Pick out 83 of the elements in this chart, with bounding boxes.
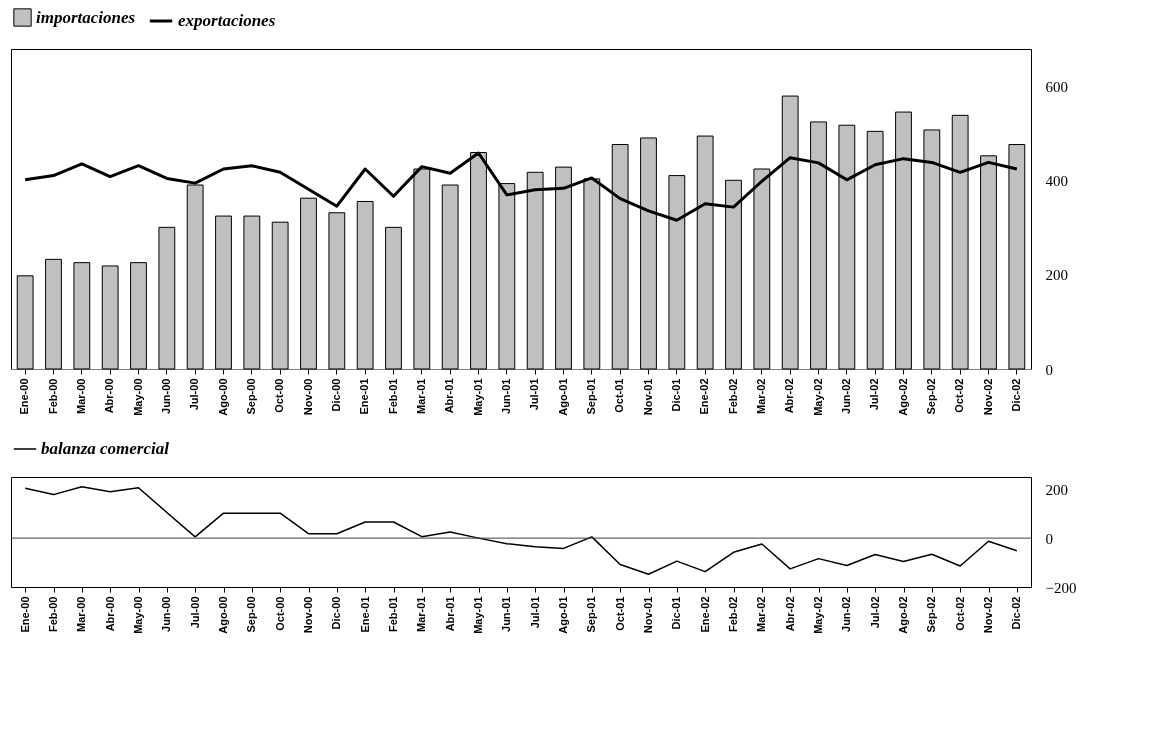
x-tick-label: Mar-02 — [755, 596, 768, 632]
x-tick-label: May-00 — [131, 378, 144, 416]
y-tick-label: −200 — [1045, 579, 1077, 596]
x-tick-label: Sep-00 — [244, 378, 257, 415]
x-tick-label: Nov-00 — [302, 596, 314, 634]
x-tick-label: Dic-01 — [670, 596, 683, 630]
x-tick-label: Jul-00 — [188, 596, 201, 629]
x-tick-label: Dic-00 — [329, 378, 342, 412]
legend-label: balanza comercial — [41, 439, 170, 458]
x-tick-label: Abr-02 — [783, 378, 796, 414]
x-tick-label: Feb-02 — [726, 378, 739, 414]
x-tick-label: Ago-01 — [556, 378, 569, 416]
x-tick-label: Sep-02 — [925, 596, 938, 633]
legend-label: importaciones — [36, 7, 136, 27]
x-tick-label: Feb-01 — [386, 378, 399, 414]
legend-label: exportaciones — [178, 11, 276, 30]
x-tick-label: Jun-01 — [500, 596, 513, 632]
x-tick-label: Dic-02 — [1010, 596, 1023, 630]
y-tick-label: 0 — [1045, 361, 1053, 378]
x-tick-label: Ago-01 — [557, 596, 569, 634]
x-tick-label: May-02 — [811, 378, 824, 416]
x-tick-label: Jun-01 — [499, 378, 512, 414]
x-tick-label: Abr-01 — [443, 378, 456, 414]
x-tick-label: Oct-02 — [953, 596, 966, 631]
x-tick-label: Oct-01 — [613, 596, 626, 631]
x-tick-label: Oct-01 — [613, 378, 626, 413]
x-tick-label: Mar-00 — [75, 596, 88, 632]
x-tick-label: May-00 — [132, 596, 144, 634]
x-tick-label: Nov-00 — [301, 378, 314, 416]
x-tick-label: Oct-00 — [273, 596, 286, 631]
x-tick-label: May-01 — [472, 596, 484, 634]
x-tick-label: Sep-01 — [584, 378, 597, 415]
x-tick-label: Oct-02 — [953, 378, 966, 413]
x-tick-label: Mar-01 — [415, 596, 428, 632]
x-tick-label: Ene-00 — [18, 596, 31, 633]
x-tick-label: Ago-00 — [216, 378, 229, 416]
x-tick-label: Mar-02 — [754, 378, 767, 414]
x-tick-label: Ene-02 — [698, 596, 711, 633]
x-tick-label: Feb-00 — [46, 378, 59, 414]
x-tick-label: Dic-01 — [669, 378, 682, 412]
x-tick-label: Oct-00 — [273, 378, 286, 413]
x-tick-label: Ene-01 — [358, 596, 371, 633]
x-tick-label: Sep-01 — [585, 596, 598, 633]
x-tick-label: Jun-02 — [840, 596, 853, 632]
x-tick-label: Ago-02 — [896, 378, 909, 416]
x-tick-label: Jul-01 — [528, 596, 541, 629]
x-tick-label: Ene-01 — [358, 378, 371, 415]
x-tick-label: Jul-02 — [868, 378, 881, 411]
x-tick-label: Mar-01 — [414, 378, 427, 414]
x-tick-label: Nov-02 — [981, 378, 994, 416]
x-tick-label: Feb-01 — [387, 596, 399, 632]
y-tick-label: 600 — [1045, 79, 1068, 96]
y-tick-label: 0 — [1045, 530, 1053, 547]
x-tick-label: Dic-00 — [330, 596, 343, 630]
x-tick-label: Sep-02 — [924, 378, 937, 415]
x-tick-label: Jul-02 — [868, 596, 881, 629]
x-tick-label: Feb-00 — [47, 596, 59, 632]
line-series — [24, 486, 1018, 576]
x-tick-label: May-02 — [812, 596, 824, 634]
x-tick-label: Abr-02 — [783, 596, 796, 632]
x-tick-label: Abr-00 — [103, 596, 116, 632]
x-tick-label: Jul-00 — [188, 378, 201, 411]
y-tick-label: 400 — [1045, 173, 1068, 190]
y-tick-label: 200 — [1045, 481, 1068, 498]
x-tick-label: May-01 — [471, 378, 484, 416]
x-tick-label: Ene-02 — [698, 378, 711, 415]
x-tick-label: Abr-01 — [443, 596, 456, 632]
x-tick-label: Ago-02 — [897, 596, 909, 634]
x-tick-label: Nov-01 — [642, 596, 654, 634]
x-tick-label: Ene-00 — [18, 378, 31, 415]
x-tick-label: Nov-02 — [982, 596, 994, 634]
x-tick-label: Jun-00 — [160, 596, 173, 632]
x-tick-label: Ago-00 — [217, 596, 229, 634]
x-tick-label: Jul-01 — [528, 378, 541, 411]
x-tick-label: Nov-01 — [641, 378, 654, 416]
x-tick-label: Jun-02 — [839, 378, 852, 414]
x-tick-label: Sep-00 — [245, 596, 258, 633]
x-tick-label: Mar-00 — [74, 378, 87, 414]
y-tick-label: 200 — [1045, 267, 1068, 284]
x-tick-label: Abr-00 — [103, 378, 116, 414]
x-tick-label: Dic-02 — [1009, 378, 1022, 412]
x-tick-label: Feb-02 — [727, 596, 739, 632]
x-tick-label: Jun-00 — [159, 378, 172, 414]
